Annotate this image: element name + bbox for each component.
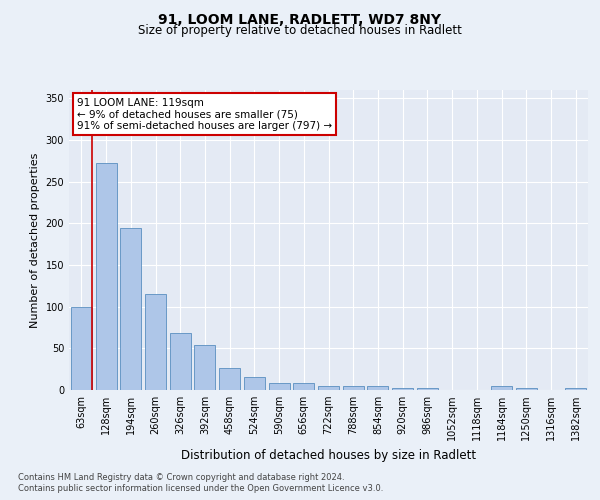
Bar — [343, 386, 364, 390]
Text: Contains public sector information licensed under the Open Government Licence v3: Contains public sector information licen… — [18, 484, 383, 493]
Bar — [244, 376, 265, 390]
Bar — [269, 382, 290, 390]
Bar — [219, 368, 240, 390]
Bar — [194, 345, 215, 390]
Bar — [392, 388, 413, 390]
Bar — [71, 306, 92, 390]
Bar — [293, 384, 314, 390]
Y-axis label: Number of detached properties: Number of detached properties — [30, 152, 40, 328]
Bar — [491, 386, 512, 390]
Bar — [367, 386, 388, 390]
Text: 91 LOOM LANE: 119sqm
← 9% of detached houses are smaller (75)
91% of semi-detach: 91 LOOM LANE: 119sqm ← 9% of detached ho… — [77, 98, 332, 130]
Text: 91, LOOM LANE, RADLETT, WD7 8NY: 91, LOOM LANE, RADLETT, WD7 8NY — [158, 12, 442, 26]
Bar — [145, 294, 166, 390]
Bar — [170, 334, 191, 390]
Bar — [565, 388, 586, 390]
X-axis label: Distribution of detached houses by size in Radlett: Distribution of detached houses by size … — [181, 448, 476, 462]
Text: Size of property relative to detached houses in Radlett: Size of property relative to detached ho… — [138, 24, 462, 37]
Text: Contains HM Land Registry data © Crown copyright and database right 2024.: Contains HM Land Registry data © Crown c… — [18, 472, 344, 482]
Bar — [95, 164, 116, 390]
Bar — [417, 388, 438, 390]
Bar — [516, 388, 537, 390]
Bar — [120, 228, 141, 390]
Bar — [318, 386, 339, 390]
